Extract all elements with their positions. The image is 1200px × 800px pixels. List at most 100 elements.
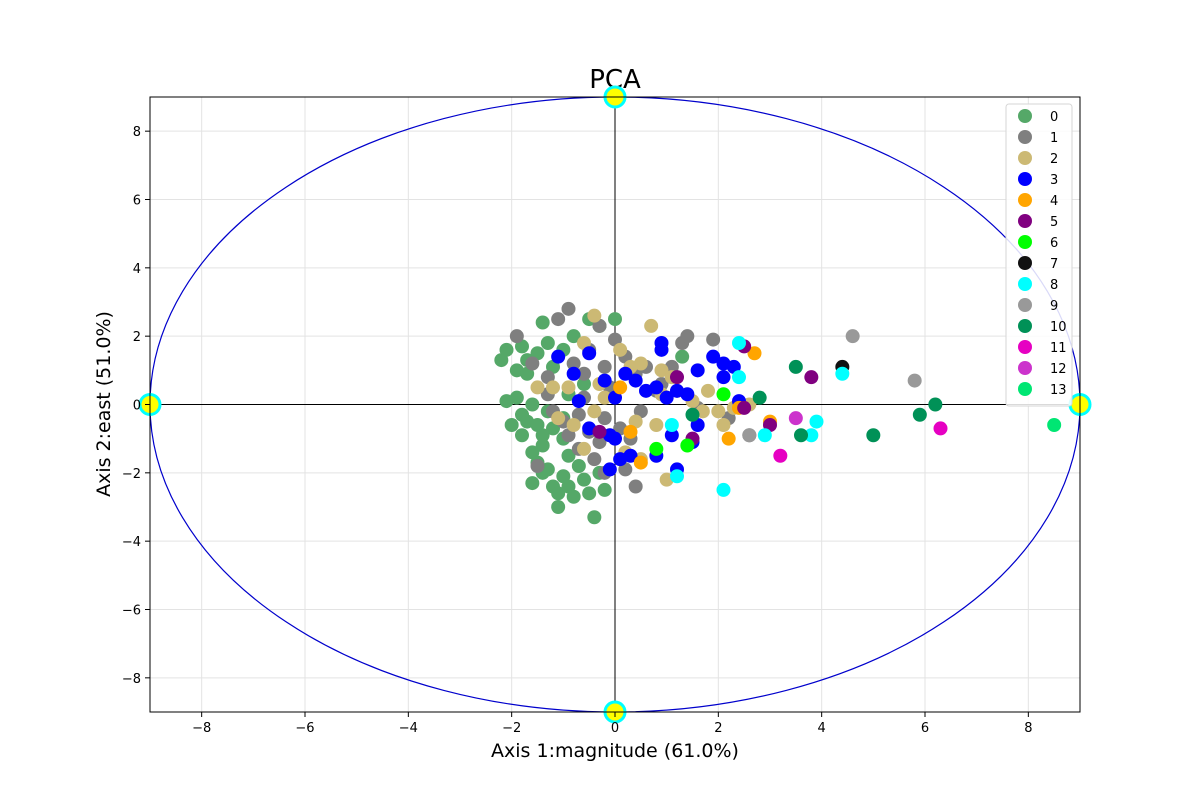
y-tick-label-7: 6 [133,194,141,209]
legend-label-2: 2 [1050,152,1058,167]
point-series-6-2 [716,387,731,402]
point-series-0-38 [525,476,540,491]
point-series-0-12 [509,390,524,405]
point-series-0-31 [551,500,566,514]
legend-label-8: 8 [1050,278,1058,293]
point-series-2-6 [613,342,628,357]
point-series-1-5 [566,356,581,371]
point-series-3-16 [716,370,731,385]
legend-marker-9 [1018,298,1032,312]
point-series-5-3 [737,400,752,415]
point-series-3-13 [690,363,705,378]
series-13 [1047,418,1062,432]
point-series-2-17 [716,418,731,432]
point-series-3-12 [680,387,695,402]
point-series-2-21 [577,441,591,456]
x-axis-label: Axis 1:magnitude (61.0%) [491,740,739,762]
point-series-0-35 [582,486,597,501]
point-series-1-4 [561,301,576,316]
legend-label-3: 3 [1050,173,1058,188]
legend-label-12: 12 [1050,362,1067,377]
point-series-4-2 [633,455,648,470]
y-tick-label-0: −8 [122,672,141,687]
point-series-0-48 [597,482,612,497]
point-series-2-8 [633,356,648,371]
point-series-2-1 [546,380,560,395]
point-series-2-10 [654,363,669,378]
series-12 [788,411,803,426]
scatter-points [494,301,1062,525]
legend-marker-8 [1018,277,1032,291]
point-series-3-22 [608,431,622,446]
point-series-5-1 [670,370,684,385]
point-series-2-20 [566,418,581,432]
point-series-1-17 [592,435,607,450]
point-series-0-7 [540,336,555,350]
x-axis-ticks: −8 −6 −4 −2 0 2 4 6 8 [192,712,1032,736]
point-series-13-0 [1047,418,1062,432]
series-9 [742,329,922,443]
x-tick-label-8: 8 [1024,721,1032,736]
point-series-1-32 [530,459,545,473]
point-series-8-1 [670,469,684,484]
point-series-6-0 [649,441,664,456]
point-series-3-8 [649,380,664,395]
x-tick-label-4: 0 [611,721,619,736]
legend-label-13: 13 [1050,383,1067,398]
point-series-10-1 [752,390,767,405]
legend-marker-1 [1018,130,1032,144]
point-series-2-9 [644,318,659,333]
point-series-0-24 [535,438,550,453]
legend-marker-13 [1018,382,1032,396]
y-tick-label-4: 0 [133,399,141,414]
point-series-5-6 [804,370,819,385]
point-series-0-27 [551,486,566,501]
legend-box [1005,103,1073,407]
point-series-3-31 [654,342,669,357]
point-series-3-6 [628,373,643,388]
y-axis-label: Axis 2:east (51.0%) [93,311,115,497]
point-series-10-4 [866,428,881,443]
legend-marker-2 [1018,151,1032,165]
legend-label-7: 7 [1050,257,1058,272]
point-series-2-5 [597,390,612,405]
point-series-3-1 [566,366,581,381]
y-tick-label-2: −4 [122,535,141,550]
legend-label-6: 6 [1050,236,1058,251]
legend-marker-7 [1018,256,1032,270]
point-series-3-2 [582,346,597,361]
point-series-0-33 [571,459,586,473]
x-tick-label-6: 4 [818,721,826,736]
point-series-0-45 [675,349,690,364]
point-series-5-0 [592,424,607,439]
point-series-0-20 [504,418,519,432]
legend-marker-4 [1018,193,1032,207]
legend-marker-3 [1018,172,1032,186]
point-series-6-1 [680,438,695,453]
point-series-4-1 [623,424,638,439]
point-series-12-0 [788,411,803,426]
x-tick-label-0: −8 [192,721,211,736]
point-series-8-0 [664,418,679,432]
y-tick-label-1: −6 [122,604,141,619]
legend-label-5: 5 [1050,215,1058,230]
point-series-8-2 [716,482,731,497]
point-series-3-24 [623,448,638,463]
point-series-2-2 [561,380,576,395]
point-series-11-1 [933,421,948,436]
point-series-3-25 [602,462,617,477]
legend-marker-6 [1018,235,1032,249]
point-series-3-3 [597,373,612,388]
x-tick-label-1: −6 [295,721,314,736]
point-series-1-0 [509,329,524,344]
point-series-0-32 [561,448,576,463]
point-series-8-8 [835,366,850,381]
point-series-2-26 [649,418,664,432]
point-series-10-3 [794,428,808,443]
legend-label-1: 1 [1050,131,1058,146]
point-series-0-1 [499,342,514,357]
point-series-0-21 [515,428,529,443]
series-8 [664,336,850,497]
point-series-0-17 [535,428,550,443]
